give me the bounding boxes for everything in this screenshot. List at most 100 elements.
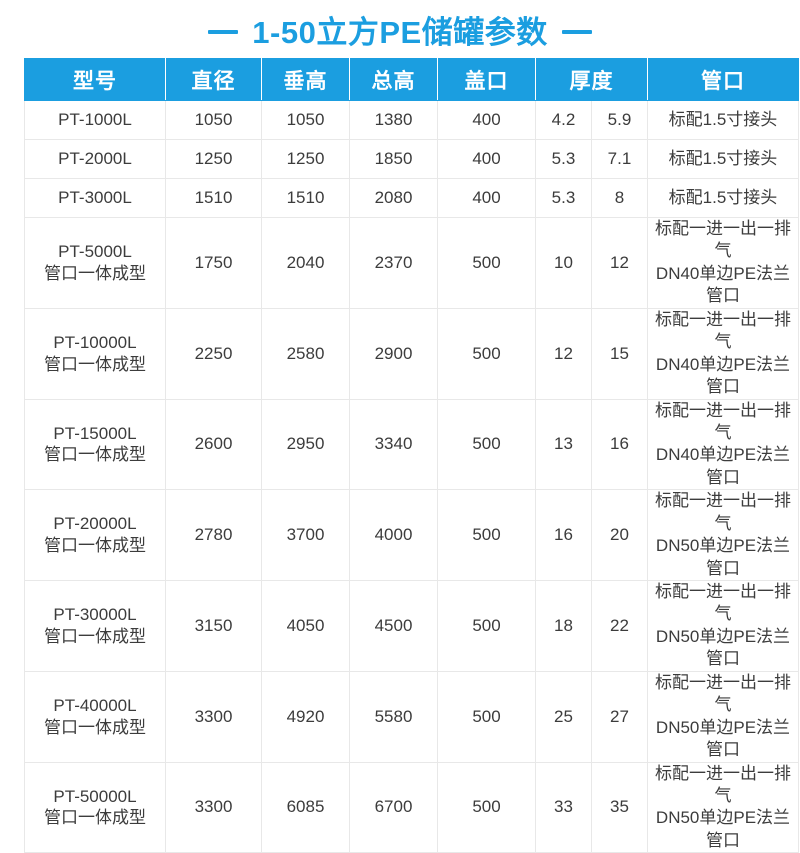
cell-thickness-2: 35	[591, 761, 648, 853]
cell-port: 标配1.5寸接头	[647, 178, 799, 218]
cell-cap-opening: 500	[437, 307, 536, 400]
table-row: PT-30000L 管口一体成型 3150 4050 4500 500 18 22 标配一进一…	[24, 580, 799, 672]
cell-cap-opening: 400	[437, 100, 536, 140]
cell-total-height: 2370	[349, 217, 438, 309]
cell-model: PT-50000L 管口一体成型	[24, 761, 166, 853]
cell-thickness-2: 8	[591, 178, 648, 218]
table-row: PT-1000L 1050 1050 1380 400 4.2 5.9 标配1.5寸接头	[24, 100, 799, 140]
cell-cap-opening: 500	[437, 761, 536, 853]
cell-diameter: 1050	[165, 100, 262, 140]
cell-thickness-2: 12	[591, 217, 648, 309]
spec-table: 型号 直径 垂高 总高 盖口 厚度 管口 PT-1000L 1050 1050 138…	[24, 58, 799, 853]
cell-thickness-1: 13	[535, 398, 592, 491]
cell-model: PT-20000L 管口一体成型	[24, 489, 166, 581]
cell-model: PT-1000L	[24, 100, 166, 140]
cell-vertical-height: 1050	[261, 100, 350, 140]
cell-diameter: 1750	[165, 217, 262, 309]
cell-thickness-1: 10	[535, 217, 592, 309]
column-header-diameter: 直径	[165, 58, 262, 101]
cell-total-height: 2080	[349, 178, 438, 218]
cell-cap-opening: 500	[437, 489, 536, 581]
cell-cap-opening: 400	[437, 139, 536, 179]
cell-thickness-1: 12	[535, 307, 592, 400]
title-dash-left-icon	[208, 30, 239, 34]
cell-vertical-height: 2950	[261, 398, 350, 491]
table-row: PT-40000L 管口一体成型 3300 4920 5580 500 25 27 标配一进一…	[24, 670, 799, 763]
cell-diameter: 2600	[165, 398, 262, 491]
cell-vertical-height: 4050	[261, 580, 350, 672]
column-header-vertical-height: 垂高	[261, 58, 350, 101]
cell-cap-opening: 400	[437, 178, 536, 218]
table-header: 型号 直径 垂高 总高 盖口 厚度 管口	[24, 58, 799, 101]
table-row: PT-50000L 管口一体成型 3300 6085 6700 500 33 35 标配一进一…	[24, 761, 799, 853]
cell-diameter: 2780	[165, 489, 262, 581]
cell-thickness-2: 16	[591, 398, 648, 491]
cell-thickness-2: 20	[591, 489, 648, 581]
table-row: PT-2000L 1250 1250 1850 400 5.3 7.1 标配1.5寸接头	[24, 139, 799, 179]
cell-cap-opening: 500	[437, 580, 536, 672]
cell-thickness-1: 5.3	[535, 178, 592, 218]
cell-vertical-height: 4920	[261, 670, 350, 763]
cell-vertical-height: 1510	[261, 178, 350, 218]
cell-vertical-height: 1250	[261, 139, 350, 179]
cell-total-height: 1380	[349, 100, 438, 140]
cell-port: 标配1.5寸接头	[647, 100, 799, 140]
cell-total-height: 4500	[349, 580, 438, 672]
cell-vertical-height: 2580	[261, 307, 350, 400]
table-row: PT-20000L 管口一体成型 2780 3700 4000 500 16 20 标配一进一…	[24, 489, 799, 581]
cell-vertical-height: 3700	[261, 489, 350, 581]
cell-thickness-2: 15	[591, 307, 648, 400]
page-title: 1-50立方PE储罐参数	[0, 0, 800, 58]
cell-model: PT-3000L	[24, 178, 166, 218]
cell-cap-opening: 500	[437, 670, 536, 763]
cell-model: PT-40000L 管口一体成型	[24, 670, 166, 763]
page-title-text: 1-50立方PE储罐参数	[252, 14, 548, 50]
cell-model: PT-10000L 管口一体成型	[24, 307, 166, 400]
cell-port: 标配一进一出一排气 DN40单边PE法兰管口	[647, 217, 799, 309]
cell-thickness-2: 7.1	[591, 139, 648, 179]
cell-thickness-2: 22	[591, 580, 648, 672]
cell-cap-opening: 500	[437, 398, 536, 491]
cell-port: 标配一进一出一排气 DN50单边PE法兰管口	[647, 580, 799, 672]
cell-thickness-1: 18	[535, 580, 592, 672]
cell-thickness-1: 16	[535, 489, 592, 581]
cell-diameter: 3150	[165, 580, 262, 672]
table-body: PT-1000L 1050 1050 1380 400 4.2 5.9 标配1.5寸接头 PT-…	[24, 100, 799, 853]
cell-thickness-1: 33	[535, 761, 592, 853]
cell-total-height: 6700	[349, 761, 438, 853]
cell-thickness-1: 5.3	[535, 139, 592, 179]
cell-diameter: 3300	[165, 761, 262, 853]
column-header-total-height: 总高	[349, 58, 438, 101]
cell-port: 标配一进一出一排气 DN50单边PE法兰管口	[647, 489, 799, 581]
cell-model: PT-30000L 管口一体成型	[24, 580, 166, 672]
cell-total-height: 4000	[349, 489, 438, 581]
table-row: PT-10000L 管口一体成型 2250 2580 2900 500 12 15 标配一进一…	[24, 307, 799, 400]
cell-total-height: 5580	[349, 670, 438, 763]
cell-port: 标配一进一出一排气 DN50单边PE法兰管口	[647, 670, 799, 763]
cell-total-height: 2900	[349, 307, 438, 400]
cell-port: 标配一进一出一排气 DN40单边PE法兰管口	[647, 398, 799, 491]
cell-cap-opening: 500	[437, 217, 536, 309]
cell-model: PT-5000L 管口一体成型	[24, 217, 166, 309]
table-row: PT-15000L 管口一体成型 2600 2950 3340 500 13 16 标配一进一…	[24, 398, 799, 491]
table-row: PT-5000L 管口一体成型 1750 2040 2370 500 10 12 标配一进一出…	[24, 217, 799, 309]
cell-total-height: 1850	[349, 139, 438, 179]
cell-diameter: 2250	[165, 307, 262, 400]
cell-thickness-1: 25	[535, 670, 592, 763]
spec-table-wrapper: 型号 直径 垂高 总高 盖口 厚度 管口 PT-1000L 1050 1050 138…	[24, 58, 799, 853]
cell-diameter: 3300	[165, 670, 262, 763]
cell-total-height: 3340	[349, 398, 438, 491]
cell-model: PT-2000L	[24, 139, 166, 179]
cell-thickness-2: 5.9	[591, 100, 648, 140]
cell-thickness-2: 27	[591, 670, 648, 763]
cell-thickness-1: 4.2	[535, 100, 592, 140]
cell-port: 标配1.5寸接头	[647, 139, 799, 179]
cell-diameter: 1250	[165, 139, 262, 179]
column-header-model: 型号	[24, 58, 166, 101]
column-header-thickness: 厚度	[535, 58, 648, 101]
title-dash-right-icon	[561, 30, 592, 34]
column-header-cap-opening: 盖口	[437, 58, 536, 101]
table-header-row: 型号 直径 垂高 总高 盖口 厚度 管口	[24, 58, 799, 101]
cell-vertical-height: 6085	[261, 761, 350, 853]
